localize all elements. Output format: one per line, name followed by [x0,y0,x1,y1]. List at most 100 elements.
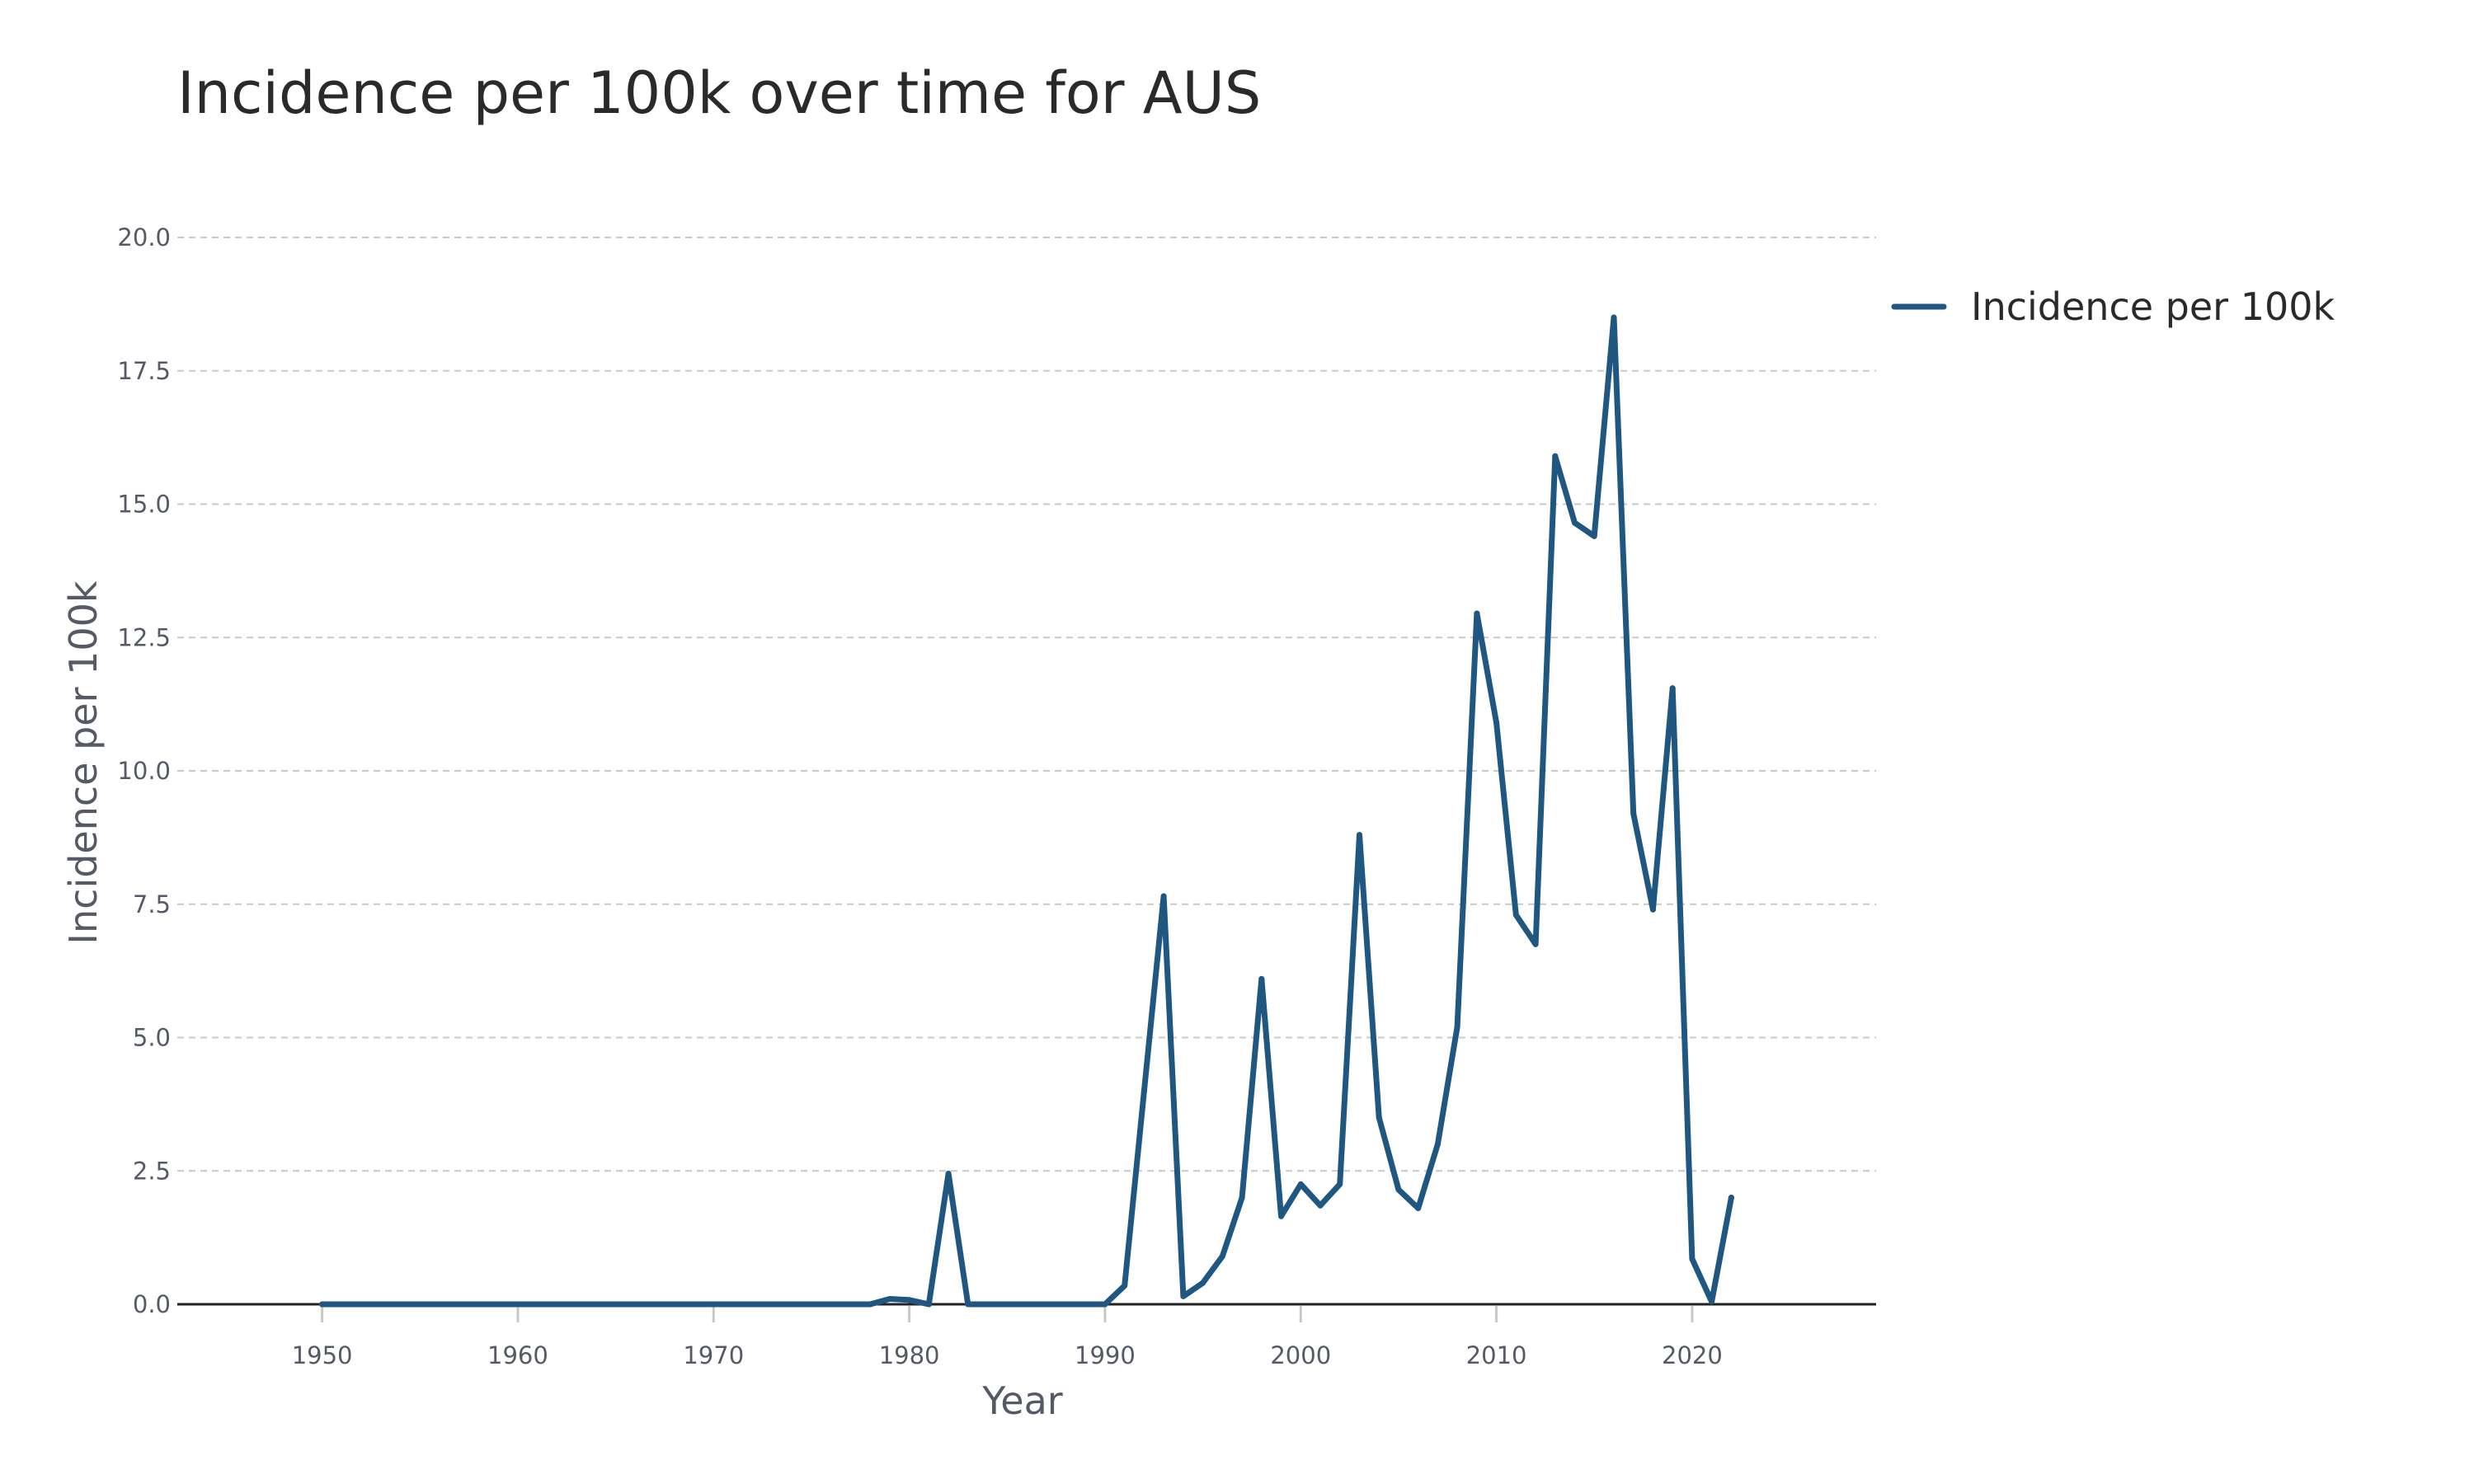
data-point [1709,1298,1715,1305]
data-point [1512,912,1519,918]
data-point [613,1301,619,1308]
data-point [788,1301,795,1308]
data-point [378,1301,384,1308]
x-axis-ticks: 1950 1960 1970 1980 1990 2000 2010 2020 [292,1306,1723,1369]
x-tick-label: 1970 [683,1341,744,1369]
data-point [534,1301,541,1308]
x-tick-label: 1990 [1075,1341,1136,1369]
data-point [456,1301,463,1308]
data-point [867,1301,873,1308]
data-point [1611,314,1617,321]
data-point [1102,1301,1108,1308]
data-point [887,1296,893,1303]
data-point [691,1301,698,1308]
data-point [1669,685,1676,692]
data-point [1337,1181,1343,1187]
data-point [1728,1195,1734,1201]
data-point [593,1301,600,1308]
data-point [750,1301,756,1308]
series-line [319,314,1734,1308]
data-point [632,1301,638,1308]
x-tick-label: 1950 [292,1341,353,1369]
data-point [1160,893,1167,899]
data-point [965,1301,971,1308]
data-point [416,1301,423,1308]
y-tick-label: 5.0 [133,1024,171,1052]
y-axis-title: Incidence per 100k [61,580,106,944]
data-point [1532,941,1539,947]
data-point [1180,1293,1187,1299]
data-point [1200,1280,1206,1286]
data-point [1649,906,1656,913]
data-point [1434,1141,1441,1148]
data-point [1141,1087,1147,1094]
x-tick-label: 2010 [1466,1341,1527,1369]
data-point [573,1301,580,1308]
data-point [671,1301,678,1308]
data-point [1004,1301,1010,1308]
x-tick-label: 1960 [487,1341,548,1369]
data-point [985,1301,991,1308]
x-tick-label: 2000 [1270,1341,1331,1369]
y-tick-label: 20.0 [117,223,171,251]
y-tick-label: 2.5 [133,1157,171,1185]
data-point [358,1301,365,1308]
data-point [553,1301,560,1308]
data-point [945,1170,952,1176]
data-point [515,1301,521,1308]
data-point [1082,1301,1089,1308]
data-point [1043,1301,1050,1308]
series-layer [319,314,1734,1308]
y-tick-label: 7.5 [133,890,171,918]
data-point [651,1301,658,1308]
data-point [1493,720,1500,726]
legend-label: Incidence per 100k [1971,284,2335,329]
y-tick-label: 15.0 [117,491,171,519]
data-point [1219,1253,1225,1260]
data-point [1239,1195,1245,1201]
data-point [710,1301,717,1308]
data-point [1062,1301,1069,1308]
y-tick-label: 0.0 [133,1290,171,1318]
data-point [1122,1282,1128,1289]
legend[interactable]: Incidence per 100k [1891,284,2335,329]
data-point [906,1297,913,1303]
x-tick-label: 1980 [879,1341,940,1369]
y-tick-label: 12.5 [117,623,171,651]
data-point [730,1301,736,1308]
data-point [1297,1181,1304,1187]
data-point [1395,1186,1402,1193]
data-point [1278,1213,1285,1219]
data-point [828,1301,835,1308]
data-point [1258,975,1265,982]
data-point [847,1301,854,1308]
data-point [1415,1205,1422,1212]
y-axis-ticks: 0.0 2.5 5.0 7.5 10.0 12.5 15.0 17.5 20.0 [117,223,171,1318]
data-point [808,1301,815,1308]
y-tick-label: 17.5 [117,357,171,385]
data-point [1591,533,1597,539]
data-point [1023,1301,1030,1308]
x-tick-label: 2020 [1662,1341,1723,1369]
data-point [319,1301,326,1308]
data-point [1454,1024,1460,1031]
data-point [475,1301,482,1308]
data-point [925,1301,932,1308]
data-point [436,1301,443,1308]
gridlines [177,237,1876,1172]
data-point [1317,1202,1324,1209]
data-point [338,1301,345,1308]
data-point [1376,1115,1382,1121]
data-point [495,1301,501,1308]
data-point [1356,832,1362,838]
y-tick-label: 10.0 [117,757,171,785]
data-point [1630,810,1637,817]
chart-title: Incidence per 100k over time for AUS [177,59,1261,127]
data-point [397,1301,404,1308]
data-point [1552,453,1559,459]
data-point [1572,519,1578,526]
data-point [1474,610,1480,617]
data-point [769,1301,775,1308]
data-point [1689,1256,1696,1262]
